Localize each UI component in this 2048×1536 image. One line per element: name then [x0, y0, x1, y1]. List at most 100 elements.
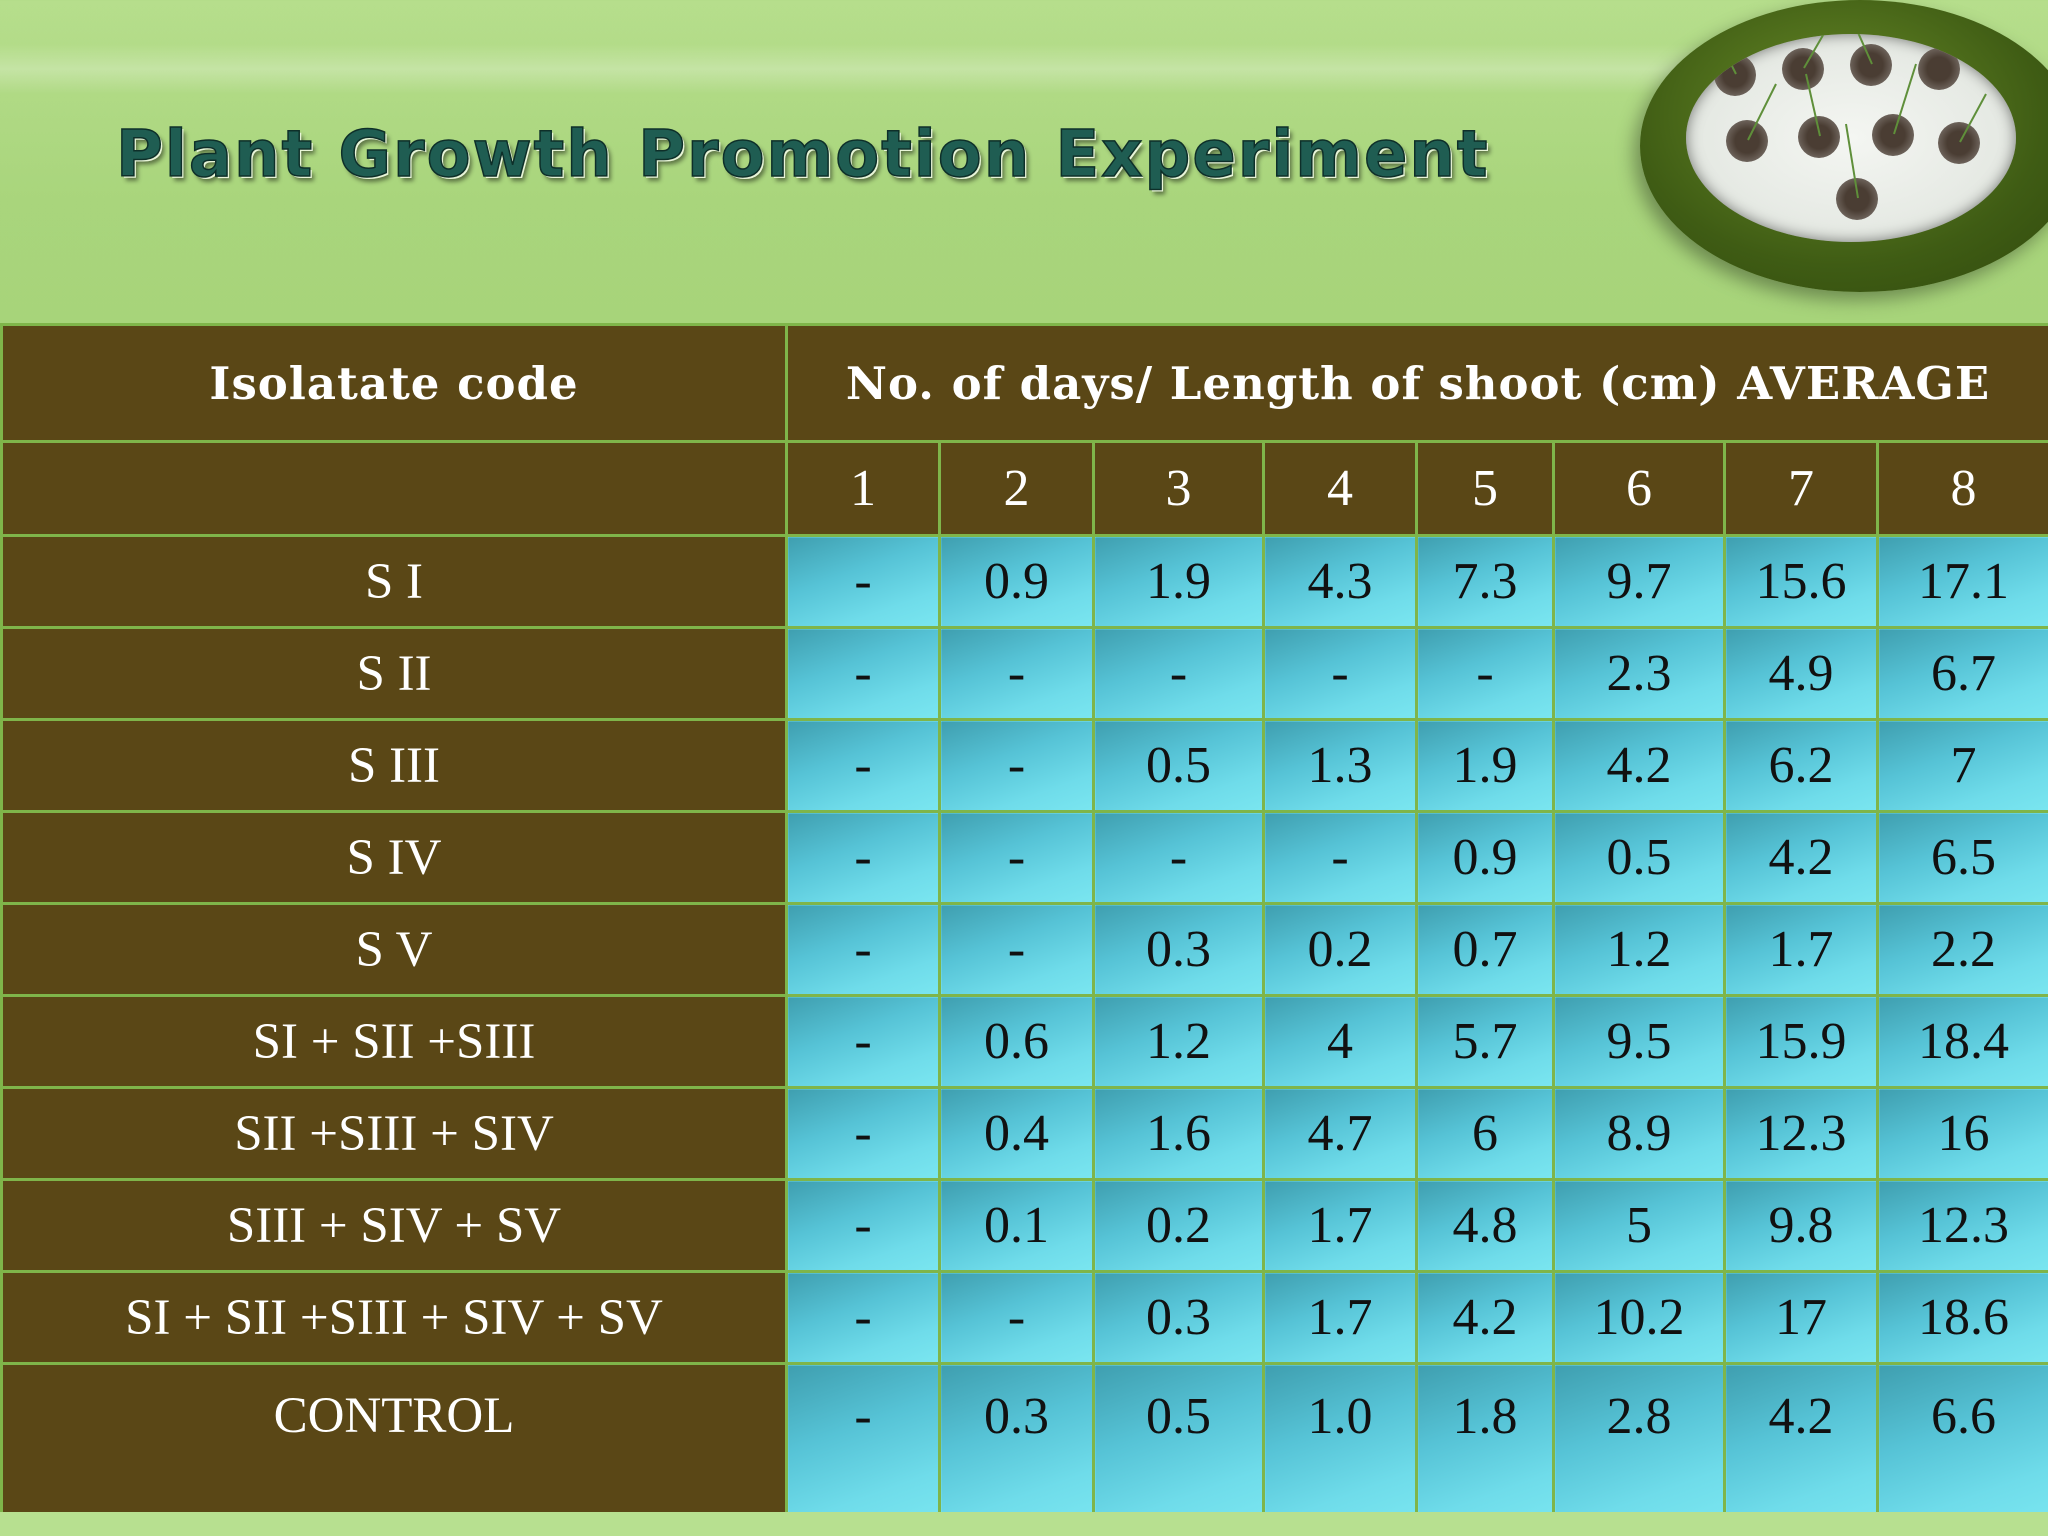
day-header: 2	[938, 440, 1095, 537]
shoot-length-cell: 1.3	[1262, 718, 1418, 813]
shoot-length-cell: -	[785, 1362, 941, 1527]
shoot-length-cell: 17.1	[1875, 534, 2048, 629]
isolate-code-cell: S III	[0, 718, 788, 813]
shoot-length-cell: -	[938, 718, 1095, 813]
table-row: CONTROL -0.3 0.5 1.0 1.8 2.8 4.2 6.6	[0, 1362, 2048, 1527]
shoot-length-cell: 10.2	[1552, 1270, 1726, 1365]
shoot-length-cell: 1.2	[1552, 902, 1726, 997]
shoot-length-cell: 1.0	[1262, 1362, 1418, 1527]
table-row: S II - - - - -2.3 4.9 6.7	[0, 626, 2048, 721]
shoot-length-cell: 0.3	[1092, 902, 1265, 997]
shoot-length-cell: -	[785, 994, 941, 1089]
isolate-code-cell: SIII + SIV + SV	[0, 1178, 788, 1273]
shoot-length-cell: 4.9	[1723, 626, 1879, 721]
isolate-code-cell: S IV	[0, 810, 788, 905]
shoot-length-cell: 1.7	[1262, 1270, 1418, 1365]
day-header: 1	[785, 440, 941, 537]
plant-pots-photo	[1640, 0, 2048, 292]
shoot-length-cell: 0.6	[938, 994, 1095, 1089]
shoot-length-cell: 0.5	[1092, 718, 1265, 813]
shoot-length-cell: 0.3	[938, 1362, 1095, 1527]
shoot-length-cell: 1.6	[1092, 1086, 1265, 1181]
isolate-code-cell: S II	[0, 626, 788, 721]
slide-title: Plant Growth Promotion Experiment	[115, 117, 1490, 193]
shoot-length-cell: 4.2	[1415, 1270, 1555, 1365]
shoot-length-cell: 2.2	[1875, 902, 2048, 997]
day-header: 5	[1415, 440, 1555, 537]
shoot-length-cell: -	[785, 1178, 941, 1273]
shoot-length-cell: 4.3	[1262, 534, 1418, 629]
pot-icon	[1872, 114, 1914, 156]
shoot-length-cell: 15.9	[1723, 994, 1879, 1089]
shoot-length-cell: 1.9	[1092, 534, 1265, 629]
shoot-length-cell: 6	[1415, 1086, 1555, 1181]
shoot-length-cell: -	[938, 902, 1095, 997]
header-isolate-code: Isolatate code	[0, 323, 788, 443]
header-days-length: No. of days/ Length of shoot (cm) AVERAG…	[784, 323, 2048, 443]
shoot-length-cell: 12.3	[1723, 1086, 1879, 1181]
isolate-code-cell: SI + SII +SIII + SIV + SV	[0, 1270, 788, 1365]
shoot-length-cell: 1.7	[1723, 902, 1879, 997]
shoot-length-cell: 0.1	[938, 1178, 1095, 1273]
shoot-length-cell: 18.4	[1875, 994, 2048, 1089]
table-row: SI + SII +SIII + SIV + SV - -0.3 1.7 4.2 10.2…	[0, 1270, 2048, 1365]
pot-icon	[1850, 44, 1892, 86]
day-header: 8	[1875, 440, 2048, 537]
shoot-length-cell: 5	[1552, 1178, 1726, 1273]
shoot-length-cell: 4.2	[1723, 1362, 1879, 1527]
shoot-length-cell: 6.2	[1723, 718, 1879, 813]
table-row: S IV - - - -0.9 0.5 4.2 6.5	[0, 810, 2048, 905]
shoot-length-cell: -	[938, 1270, 1095, 1365]
shoot-length-cell: 4	[1262, 994, 1418, 1089]
shoot-length-cell: 1.8	[1415, 1362, 1555, 1527]
isolate-code-cell: SI + SII +SIII	[0, 994, 788, 1089]
shoot-length-cell: 2.8	[1552, 1362, 1726, 1527]
shoot-length-cell: 15.6	[1723, 534, 1879, 629]
shoot-length-cell: 5.7	[1415, 994, 1555, 1089]
pot-icon	[1836, 178, 1878, 220]
shoot-length-cell: 7.3	[1415, 534, 1555, 629]
seedling-leaves	[1715, 34, 1987, 199]
table-row: S V - -0.3 0.2 0.7 1.2 1.7 2.2	[0, 902, 2048, 997]
day-header: 4	[1262, 440, 1418, 537]
decorative-stripe	[0, 44, 1700, 94]
shoot-length-cell: 1.2	[1092, 994, 1265, 1089]
pot-icon	[1798, 116, 1840, 158]
day-header: 3	[1092, 440, 1265, 537]
shoot-length-cell: -	[785, 626, 941, 721]
shoot-length-cell: 7	[1875, 718, 2048, 813]
shoot-length-cell: 9.8	[1723, 1178, 1879, 1273]
shoot-length-cell: 9.7	[1552, 534, 1726, 629]
table-row: SIII + SIV + SV -0.1 0.2 1.7 4.8 5 9.8 12.3	[0, 1178, 2048, 1273]
shoot-length-cell: -	[785, 810, 941, 905]
shoot-length-cell: -	[785, 1086, 941, 1181]
pot-icon	[1714, 54, 1756, 96]
shoot-length-cell: -	[1415, 626, 1555, 721]
shoot-length-cell: 0.2	[1092, 1178, 1265, 1273]
shoot-length-cell: 0.5	[1552, 810, 1726, 905]
shoot-length-cell: -	[1262, 810, 1418, 905]
photo-frame	[1686, 34, 2016, 242]
shoot-length-cell: 6.6	[1875, 1362, 2048, 1527]
day-header: 6	[1552, 440, 1726, 537]
shoot-length-cell: 0.3	[1092, 1270, 1265, 1365]
shoot-length-cell: 2.3	[1552, 626, 1726, 721]
shoot-length-cell: 16	[1875, 1086, 2048, 1181]
shoot-length-cell: 0.7	[1415, 902, 1555, 997]
shoot-length-cell: -	[938, 810, 1095, 905]
shoot-length-cell: 4.2	[1723, 810, 1879, 905]
shoot-length-cell: 0.2	[1262, 902, 1418, 997]
pot-icon	[1938, 122, 1980, 164]
results-table: Isolatate code No. of days/ Length of sh…	[0, 323, 2048, 1527]
shoot-length-cell: 6.7	[1875, 626, 2048, 721]
header-empty-cell	[0, 440, 788, 537]
bottom-band	[0, 1512, 2048, 1536]
pot-icon	[1726, 120, 1768, 162]
shoot-length-cell: 1.7	[1262, 1178, 1418, 1273]
isolate-code-cell: S V	[0, 902, 788, 997]
shoot-length-cell: 4.8	[1415, 1178, 1555, 1273]
shoot-length-cell: -	[785, 902, 941, 997]
shoot-length-cell: 8.9	[1552, 1086, 1726, 1181]
shoot-length-cell: 4.2	[1552, 718, 1726, 813]
shoot-length-cell: -	[1092, 810, 1265, 905]
